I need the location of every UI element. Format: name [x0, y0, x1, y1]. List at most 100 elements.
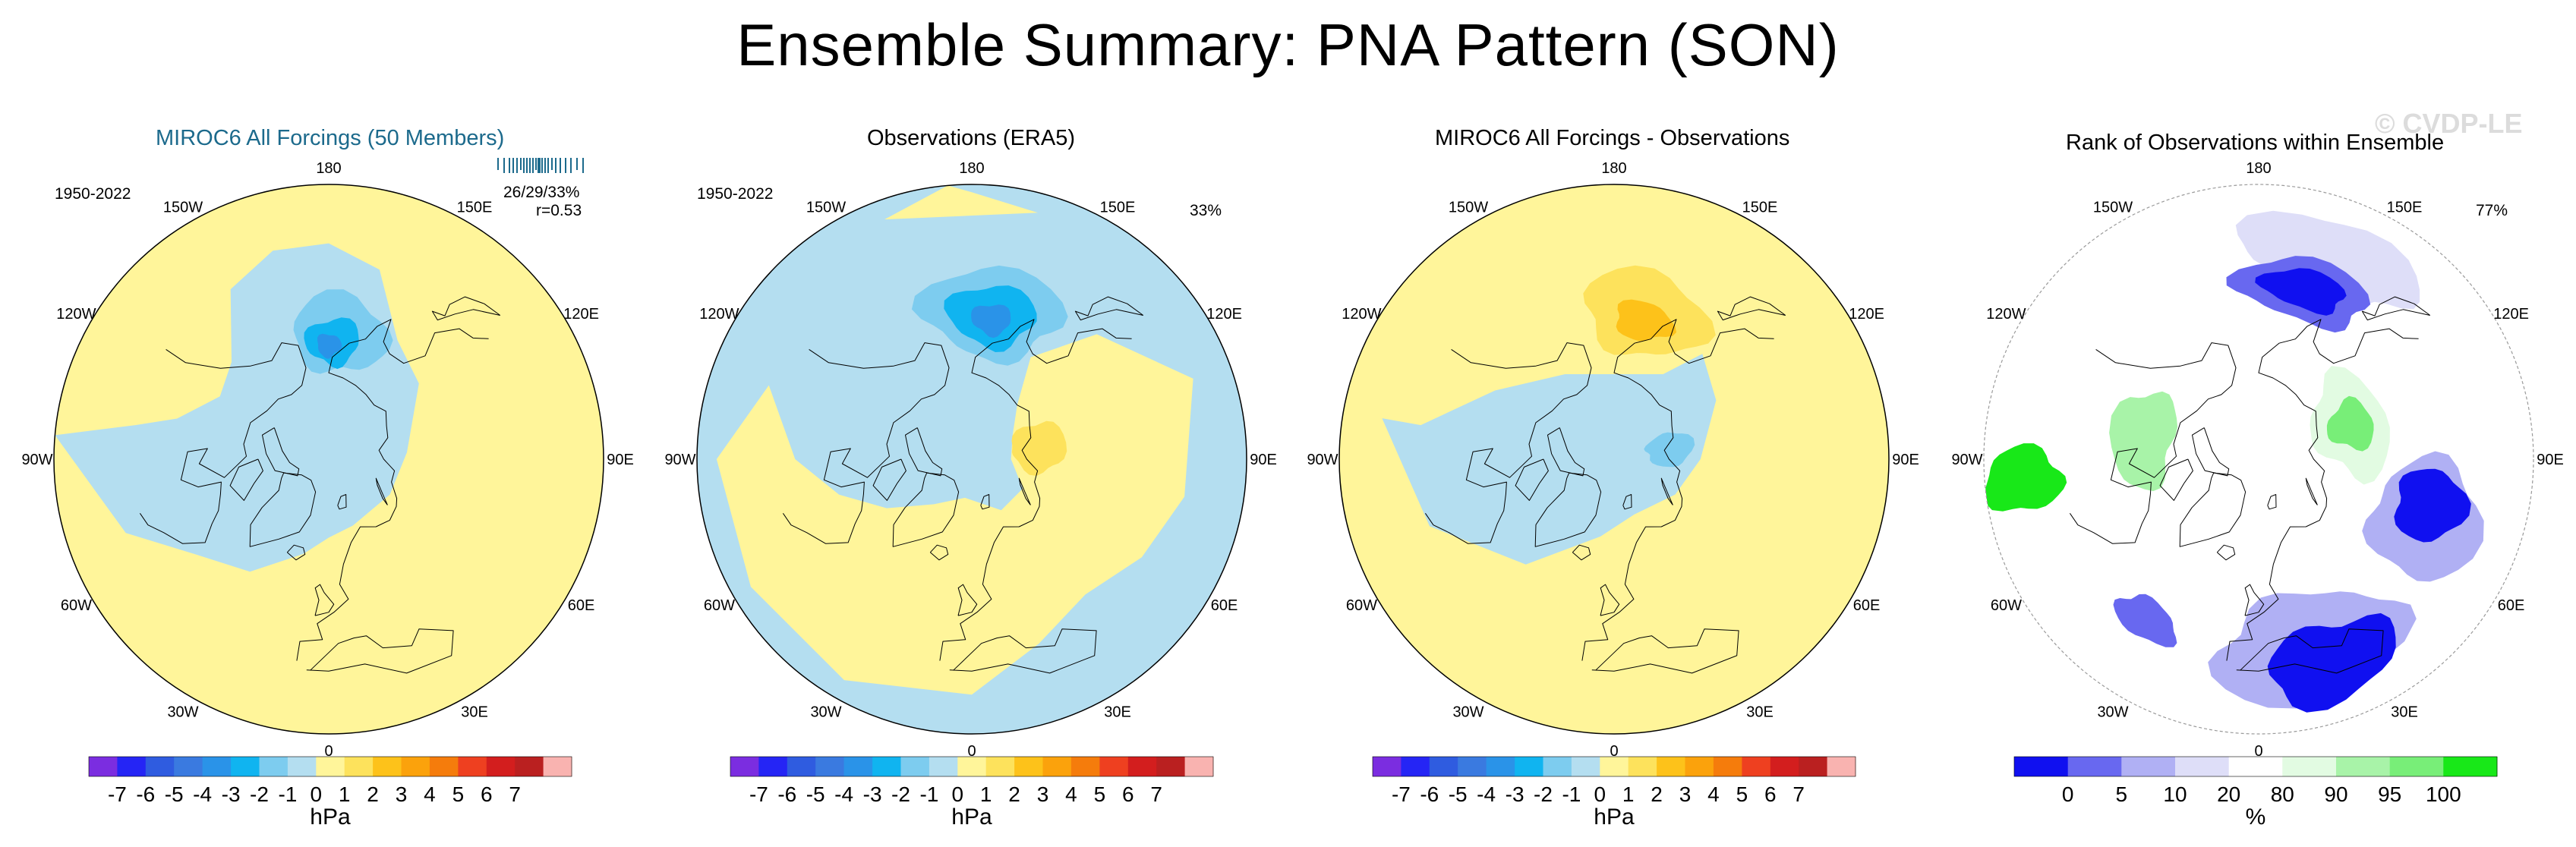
lon-label-60e: 60E — [1211, 597, 1238, 614]
lon-label-30e: 30E — [1746, 704, 1774, 721]
lon-label-90e: 90E — [1892, 452, 1919, 468]
colorbar-tick: -5 — [806, 782, 825, 806]
colorbar-bin — [985, 757, 1015, 776]
colorbar-bin — [486, 757, 516, 776]
coastline-10 — [1717, 296, 1786, 321]
colorbar-units: % — [2246, 804, 2266, 830]
lon-label-90e: 90E — [607, 452, 634, 468]
colorbar-bin — [458, 757, 487, 776]
rank-patch-1 — [2235, 210, 2420, 310]
map-layers — [54, 184, 604, 734]
colorbar-tick: 4 — [1065, 782, 1077, 806]
colorbar-tick: 0 — [1594, 782, 1606, 806]
coastline-5 — [286, 544, 306, 561]
coastline-4 — [1600, 584, 1620, 616]
colorbar-bin — [843, 757, 873, 776]
lon-label-120w: 120W — [1986, 306, 2026, 323]
colorbar-bin — [815, 757, 845, 776]
lon-label-150e: 150E — [457, 199, 493, 216]
coastline-7 — [1622, 494, 1632, 510]
colorbar-bin — [373, 757, 402, 776]
lon-label-90e: 90E — [1250, 452, 1277, 468]
coastline-8 — [262, 427, 300, 477]
colorbar-tick: -3 — [863, 782, 882, 806]
lon-label-0: 0 — [1610, 743, 1618, 760]
coastline-8 — [2192, 427, 2230, 477]
colorbar-tick: -3 — [222, 782, 241, 806]
lon-label-120e: 120E — [1849, 306, 1884, 323]
coastline-1 — [2179, 472, 2247, 547]
colorbar-tick: 20 — [2217, 782, 2240, 806]
low-contour-3 — [971, 304, 1011, 338]
colorbar-bin — [1070, 757, 1100, 776]
coastline-0 — [1424, 342, 1592, 544]
colorbar-bin — [202, 757, 232, 776]
rank-patch-10 — [1984, 443, 2067, 512]
coastline-8 — [905, 427, 943, 477]
colorbar-bin — [1600, 757, 1629, 776]
colorbar-tick: 3 — [396, 782, 408, 806]
colorbar-tick: -2 — [250, 782, 269, 806]
coastline-1 — [1534, 472, 1602, 547]
colorbar-bin — [1713, 757, 1742, 776]
map-layers — [1339, 184, 1889, 734]
colorbar-bin — [2443, 757, 2498, 776]
coastline-2 — [939, 319, 1132, 661]
colorbar-tick: -6 — [136, 782, 155, 806]
coastline-10 — [431, 296, 501, 321]
colorbar-tick: -4 — [193, 782, 212, 806]
map-outline — [1338, 184, 1890, 735]
colorbar-bin — [1458, 757, 1487, 776]
colorbar-frame — [2013, 756, 2498, 777]
colorbar-tick: 7 — [509, 782, 521, 806]
colorbar-bin — [316, 757, 345, 776]
high-contour — [1011, 420, 1067, 476]
coastline-0 — [782, 342, 950, 544]
colorbar-tick: 0 — [952, 782, 964, 806]
lon-label-60w: 60W — [704, 597, 735, 614]
lon-label-30w: 30W — [1452, 704, 1483, 721]
colorbar-bin — [1156, 757, 1186, 776]
coastline-6 — [1660, 477, 1673, 505]
colorbar-tick: -6 — [777, 782, 796, 806]
colorbar-tick: 5 — [2116, 782, 2128, 806]
coastline-3 — [949, 628, 1097, 674]
colorbar-tick: -5 — [1449, 782, 1468, 806]
colorbar-bin — [2336, 757, 2391, 776]
colorbar-bin — [1685, 757, 1714, 776]
rank-patch-9 — [2326, 395, 2374, 452]
colorbar-tick: 90 — [2324, 782, 2347, 806]
colorbar-tick: -1 — [919, 782, 938, 806]
coastline-2 — [296, 319, 489, 661]
coastlines — [782, 296, 1144, 674]
colorbar-bin — [1042, 757, 1072, 776]
lon-label-60w: 60W — [1991, 597, 2022, 614]
coastline-0 — [2069, 342, 2237, 544]
rank-patch-11 — [2113, 594, 2177, 647]
colorbar-bin — [174, 757, 203, 776]
lon-label-150e: 150E — [1100, 199, 1136, 216]
lon-label-60e: 60E — [568, 597, 595, 614]
colorbar-bin — [231, 757, 260, 776]
lon-label-90w: 90W — [21, 452, 52, 468]
coastline-5 — [929, 544, 949, 561]
lon-label-60w: 60W — [1346, 597, 1377, 614]
colorbar-tick: 0 — [311, 782, 323, 806]
panel-4-map: 180 150E 120E 90E 60E 30E 0 30W 60W 90W 120W 150W — [1951, 160, 2563, 760]
colorbar-frame — [88, 756, 572, 777]
lon-label-30w: 30W — [2097, 704, 2128, 721]
low-contour — [1644, 432, 1695, 468]
map-layers — [1984, 184, 2533, 734]
colorbar-bin — [2121, 757, 2176, 776]
colorbar-tick: 3 — [1679, 782, 1692, 806]
colorbar-bin — [1184, 757, 1214, 776]
coastline-3 — [2236, 628, 2384, 674]
panel-2-map: 180 150E 120E 90E 60E 30E 0 30W 60W 90W 120W 150W — [664, 160, 1276, 760]
colorbar-bin — [1014, 757, 1043, 776]
lon-label-120e: 120E — [2493, 306, 2529, 323]
lon-label-150w: 150W — [163, 199, 203, 216]
coastline-2 — [1581, 319, 1774, 661]
colorbar-tick: -2 — [1534, 782, 1553, 806]
lon-label-0: 0 — [324, 743, 333, 760]
panel-4-title: Rank of Observations within Ensemble — [2066, 131, 2445, 155]
